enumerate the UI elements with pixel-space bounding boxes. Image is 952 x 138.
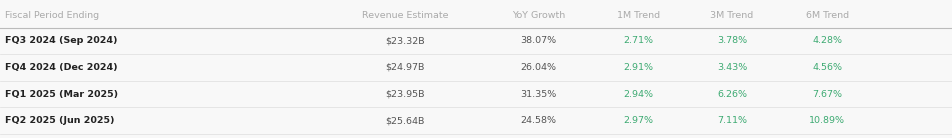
Text: 4.28%: 4.28% bbox=[811, 36, 842, 45]
Text: 26.04%: 26.04% bbox=[520, 63, 556, 72]
Text: 6.26%: 6.26% bbox=[716, 90, 746, 99]
Text: 31.35%: 31.35% bbox=[520, 90, 556, 99]
Text: 2.71%: 2.71% bbox=[623, 36, 653, 45]
Text: 3M Trend: 3M Trend bbox=[709, 11, 753, 20]
Text: 10.89%: 10.89% bbox=[808, 116, 844, 125]
Text: 1M Trend: 1M Trend bbox=[616, 11, 660, 20]
Text: Fiscal Period Ending: Fiscal Period Ending bbox=[5, 11, 99, 20]
Text: FQ3 2024 (Sep 2024): FQ3 2024 (Sep 2024) bbox=[5, 36, 117, 45]
Text: 2.91%: 2.91% bbox=[623, 63, 653, 72]
Text: YoY Growth: YoY Growth bbox=[511, 11, 565, 20]
Text: FQ2 2025 (Jun 2025): FQ2 2025 (Jun 2025) bbox=[5, 116, 114, 125]
Text: 7.11%: 7.11% bbox=[716, 116, 746, 125]
Text: 2.94%: 2.94% bbox=[623, 90, 653, 99]
Text: 3.43%: 3.43% bbox=[716, 63, 746, 72]
Text: 38.07%: 38.07% bbox=[520, 36, 556, 45]
Text: $24.97B: $24.97B bbox=[385, 63, 425, 72]
Text: $23.32B: $23.32B bbox=[385, 36, 425, 45]
Text: 6M Trend: 6M Trend bbox=[804, 11, 848, 20]
Text: 24.58%: 24.58% bbox=[520, 116, 556, 125]
Text: Revenue Estimate: Revenue Estimate bbox=[362, 11, 447, 20]
Text: FQ4 2024 (Dec 2024): FQ4 2024 (Dec 2024) bbox=[5, 63, 117, 72]
Text: 3.78%: 3.78% bbox=[716, 36, 746, 45]
Text: FQ1 2025 (Mar 2025): FQ1 2025 (Mar 2025) bbox=[5, 90, 118, 99]
Text: 7.67%: 7.67% bbox=[811, 90, 842, 99]
Text: 4.56%: 4.56% bbox=[811, 63, 842, 72]
Text: 2.97%: 2.97% bbox=[623, 116, 653, 125]
Text: $25.64B: $25.64B bbox=[385, 116, 425, 125]
Text: $23.95B: $23.95B bbox=[385, 90, 425, 99]
